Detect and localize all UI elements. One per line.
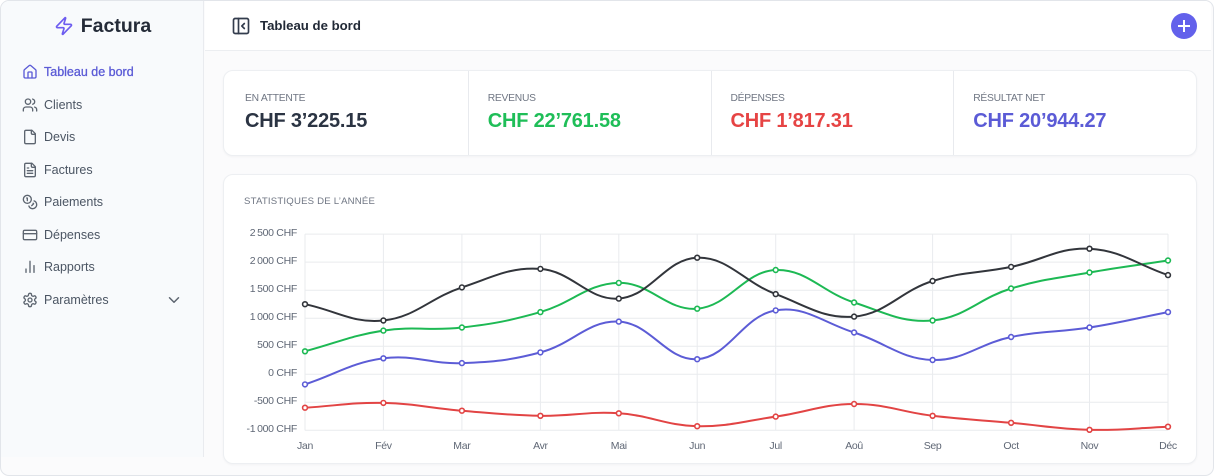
svg-text:Sep: Sep bbox=[924, 440, 942, 452]
svg-text:Nov: Nov bbox=[1081, 440, 1100, 452]
svg-text:-500 CHF: -500 CHF bbox=[254, 395, 297, 407]
svg-text:Oct: Oct bbox=[1003, 440, 1019, 452]
svg-text:Jan: Jan bbox=[297, 440, 313, 452]
svg-text:Mar: Mar bbox=[453, 440, 471, 452]
svg-text:500 CHF: 500 CHF bbox=[257, 339, 297, 351]
svg-text:Déc: Déc bbox=[1159, 440, 1177, 452]
svg-text:1 500 CHF: 1 500 CHF bbox=[250, 283, 297, 295]
svg-text:Jul: Jul bbox=[769, 440, 782, 452]
svg-text:Aoû: Aoû bbox=[845, 440, 863, 452]
svg-text:Mai: Mai bbox=[611, 440, 627, 452]
svg-text:Fév: Fév bbox=[375, 440, 393, 452]
svg-text:Jun: Jun bbox=[689, 440, 705, 452]
svg-text:Avr: Avr bbox=[533, 440, 548, 452]
svg-text:2 500 CHF: 2 500 CHF bbox=[250, 227, 297, 239]
svg-text:2 000 CHF: 2 000 CHF bbox=[250, 255, 297, 267]
svg-text:0 CHF: 0 CHF bbox=[268, 367, 297, 379]
svg-text:1 000 CHF: 1 000 CHF bbox=[250, 311, 297, 323]
svg-text:-1 000 CHF: -1 000 CHF bbox=[247, 423, 297, 435]
